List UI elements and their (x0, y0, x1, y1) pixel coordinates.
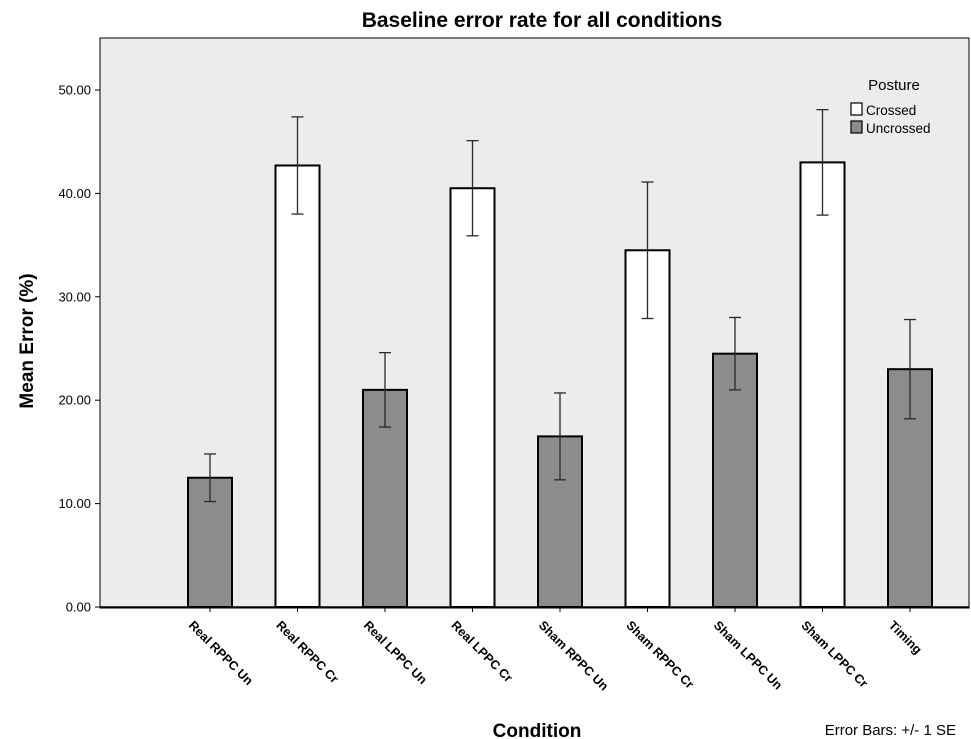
y-tick-label: 50.00 (58, 83, 91, 98)
x-tick-label: Sham RPPC Un (536, 618, 611, 693)
legend-swatch-crossed (850, 102, 863, 116)
x-tick-label: Sham LPPC Un (711, 618, 785, 692)
bar-sham-lppc-un (712, 352, 758, 609)
error-bar-sham-lppc-un (729, 316, 741, 391)
x-tick-label: Real LPPC Un (361, 618, 430, 687)
x-tick-label: Timing (886, 618, 925, 657)
chart-title: Baseline error rate for all conditions (362, 9, 723, 32)
y-axis-title: Mean Error (%) (17, 273, 38, 408)
error-bars-note: Error Bars: +/- 1 SE (825, 722, 956, 739)
legend-label-crossed: Crossed (866, 103, 916, 118)
legend: Posture Crossed Uncrossed (850, 77, 931, 136)
error-bar-real-lppc-cr (466, 140, 479, 237)
x-axis-title: Condition (493, 721, 582, 739)
x-tick-label: Real RPPC Un (186, 618, 256, 688)
x-tick-label: Sham RPPC Cr (623, 618, 696, 691)
x-tick-label: Real RPPC Cr (273, 618, 341, 686)
x-tick-label: Real LPPC Cr (448, 618, 515, 685)
error-bar-real-rppc-un (204, 453, 216, 503)
legend-swatch-uncrossed (850, 120, 863, 134)
legend-label-uncrossed: Uncrossed (866, 121, 931, 136)
y-tick-label: 0.00 (66, 600, 91, 615)
error-bar-real-rppc-cr (291, 116, 304, 215)
error-bar-sham-lppc-cr (816, 108, 829, 216)
bar-real-lppc-cr (449, 187, 496, 608)
error-bar-real-lppc-un (379, 351, 391, 428)
error-bar-sham-rppc-cr (641, 181, 654, 320)
x-tick-label: Sham LPPC Cr (798, 618, 870, 690)
bar-sham-rppc-un (537, 435, 583, 609)
error-bar-sham-rppc-un (554, 392, 566, 481)
y-tick-label: 10.00 (58, 496, 91, 511)
legend-title: Posture (868, 77, 920, 94)
error-bar-timing (904, 318, 916, 420)
y-tick-label: 40.00 (58, 186, 91, 201)
bar-real-rppc-cr (274, 164, 321, 608)
bar-sham-lppc-cr (799, 161, 846, 608)
y-tick-label: 30.00 (58, 289, 91, 304)
y-tick-label: 20.00 (58, 393, 91, 408)
